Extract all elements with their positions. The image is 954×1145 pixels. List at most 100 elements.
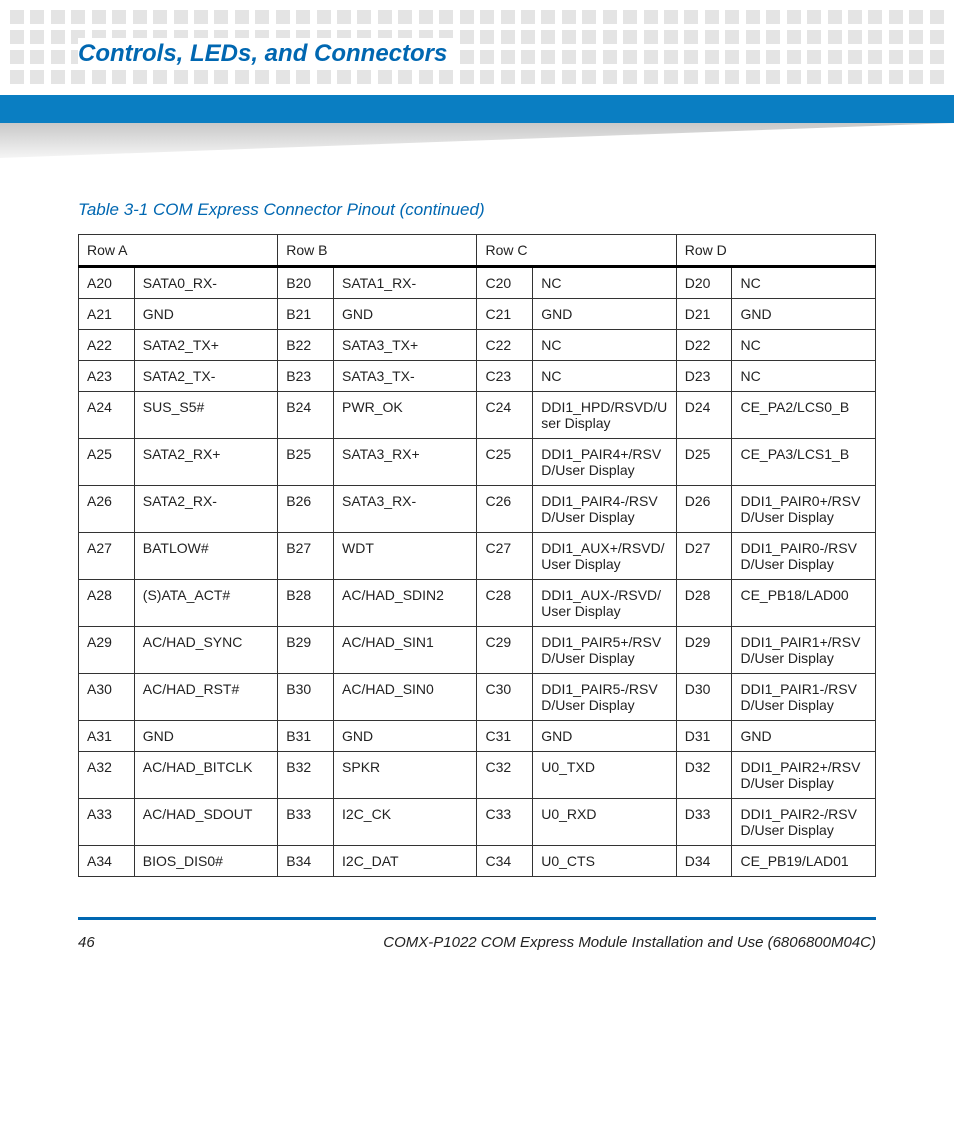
table-row: A34BIOS_DIS0#B34I2C_DATC34U0_CTSD34CE_PB… [79, 846, 876, 877]
pin-cell: A21 [79, 299, 135, 330]
table-row: A24SUS_S5#B24PWR_OKC24DDI1_HPD/RSVD/User… [79, 392, 876, 439]
signal-cell: NC [533, 267, 676, 299]
pin-cell: C29 [477, 627, 533, 674]
pin-cell: B33 [278, 799, 334, 846]
pin-cell: B26 [278, 486, 334, 533]
table-row: A26SATA2_RX-B26SATA3_RX-C26DDI1_PAIR4-/R… [79, 486, 876, 533]
signal-cell: SPKR [334, 752, 477, 799]
signal-cell: GND [334, 721, 477, 752]
col-header-a: Row A [79, 235, 278, 267]
pin-cell: C22 [477, 330, 533, 361]
pin-cell: D31 [676, 721, 732, 752]
signal-cell: U0_CTS [533, 846, 676, 877]
signal-cell: CE_PA3/LCS1_B [732, 439, 876, 486]
signal-cell: GND [732, 721, 876, 752]
signal-cell: DDI1_PAIR2-/RSVD/User Display [732, 799, 876, 846]
signal-cell: DDI1_PAIR5-/RSVD/User Display [533, 674, 676, 721]
signal-cell: WDT [334, 533, 477, 580]
signal-cell: NC [732, 330, 876, 361]
pin-cell: B34 [278, 846, 334, 877]
signal-cell: SATA1_RX- [334, 267, 477, 299]
signal-cell: SATA3_TX+ [334, 330, 477, 361]
pin-cell: D34 [676, 846, 732, 877]
signal-cell: U0_RXD [533, 799, 676, 846]
signal-cell: I2C_CK [334, 799, 477, 846]
signal-cell: SATA3_TX- [334, 361, 477, 392]
page: Controls, LEDs, and Connectors Table 3-1… [0, 0, 954, 1145]
signal-cell: DDI1_AUX+/RSVD/User Display [533, 533, 676, 580]
signal-cell: BATLOW# [134, 533, 277, 580]
pin-cell: D29 [676, 627, 732, 674]
signal-cell: NC [533, 330, 676, 361]
pin-cell: B22 [278, 330, 334, 361]
pin-cell: C25 [477, 439, 533, 486]
pin-cell: D27 [676, 533, 732, 580]
signal-cell: NC [732, 361, 876, 392]
signal-cell: SATA0_RX- [134, 267, 277, 299]
signal-cell: DDI1_PAIR4+/RSVD/User Display [533, 439, 676, 486]
signal-cell: SATA2_RX+ [134, 439, 277, 486]
table-row: A27BATLOW#B27WDTC27DDI1_AUX+/RSVD/User D… [79, 533, 876, 580]
pin-cell: D33 [676, 799, 732, 846]
pin-cell: A32 [79, 752, 135, 799]
pin-cell: B20 [278, 267, 334, 299]
table-row: A20SATA0_RX-B20SATA1_RX-C20NCD20NC [79, 267, 876, 299]
signal-cell: AC/HAD_SIN1 [334, 627, 477, 674]
table-row: A30AC/HAD_RST#B30AC/HAD_SIN0C30DDI1_PAIR… [79, 674, 876, 721]
pin-cell: C32 [477, 752, 533, 799]
pin-cell: B27 [278, 533, 334, 580]
pin-cell: B23 [278, 361, 334, 392]
pin-cell: C28 [477, 580, 533, 627]
pin-cell: C23 [477, 361, 533, 392]
pin-cell: D22 [676, 330, 732, 361]
signal-cell: GND [732, 299, 876, 330]
signal-cell: NC [732, 267, 876, 299]
signal-cell: SATA2_RX- [134, 486, 277, 533]
table-row: A28(S)ATA_ACT#B28AC/HAD_SDIN2C28DDI1_AUX… [79, 580, 876, 627]
signal-cell: DDI1_PAIR1+/RSVD/User Display [732, 627, 876, 674]
pin-cell: B21 [278, 299, 334, 330]
signal-cell: NC [533, 361, 676, 392]
pin-cell: A29 [79, 627, 135, 674]
signal-cell: AC/HAD_BITCLK [134, 752, 277, 799]
table-caption: Table 3-1 COM Express Connector Pinout (… [78, 200, 876, 220]
pin-cell: C26 [477, 486, 533, 533]
pin-cell: C30 [477, 674, 533, 721]
pin-cell: B24 [278, 392, 334, 439]
pin-cell: D32 [676, 752, 732, 799]
pin-cell: D24 [676, 392, 732, 439]
header-gray-wedge [0, 123, 954, 158]
signal-cell: PWR_OK [334, 392, 477, 439]
signal-cell: AC/HAD_SDOUT [134, 799, 277, 846]
signal-cell: CE_PB19/LAD01 [732, 846, 876, 877]
pin-cell: D30 [676, 674, 732, 721]
content-region: Table 3-1 COM Express Connector Pinout (… [0, 160, 954, 877]
pin-cell: D28 [676, 580, 732, 627]
pin-cell: A27 [79, 533, 135, 580]
pin-cell: D23 [676, 361, 732, 392]
signal-cell: GND [134, 721, 277, 752]
pin-cell: C24 [477, 392, 533, 439]
pin-cell: A24 [79, 392, 135, 439]
pin-cell: C34 [477, 846, 533, 877]
pin-cell: A20 [79, 267, 135, 299]
signal-cell: SUS_S5# [134, 392, 277, 439]
pin-cell: A30 [79, 674, 135, 721]
table-row: A21GNDB21GNDC21GNDD21GND [79, 299, 876, 330]
signal-cell: CE_PB18/LAD00 [732, 580, 876, 627]
signal-cell: AC/HAD_RST# [134, 674, 277, 721]
pin-cell: B29 [278, 627, 334, 674]
signal-cell: GND [134, 299, 277, 330]
col-header-c: Row C [477, 235, 676, 267]
header-blue-bar [0, 95, 954, 123]
pin-cell: D20 [676, 267, 732, 299]
pin-cell: C31 [477, 721, 533, 752]
page-title: Controls, LEDs, and Connectors [78, 38, 455, 70]
table-header-row: Row A Row B Row C Row D [79, 235, 876, 267]
pin-cell: A25 [79, 439, 135, 486]
col-header-d: Row D [676, 235, 875, 267]
signal-cell: DDI1_PAIR0+/RSVD/User Display [732, 486, 876, 533]
pin-cell: A31 [79, 721, 135, 752]
signal-cell: CE_PA2/LCS0_B [732, 392, 876, 439]
signal-cell: U0_TXD [533, 752, 676, 799]
